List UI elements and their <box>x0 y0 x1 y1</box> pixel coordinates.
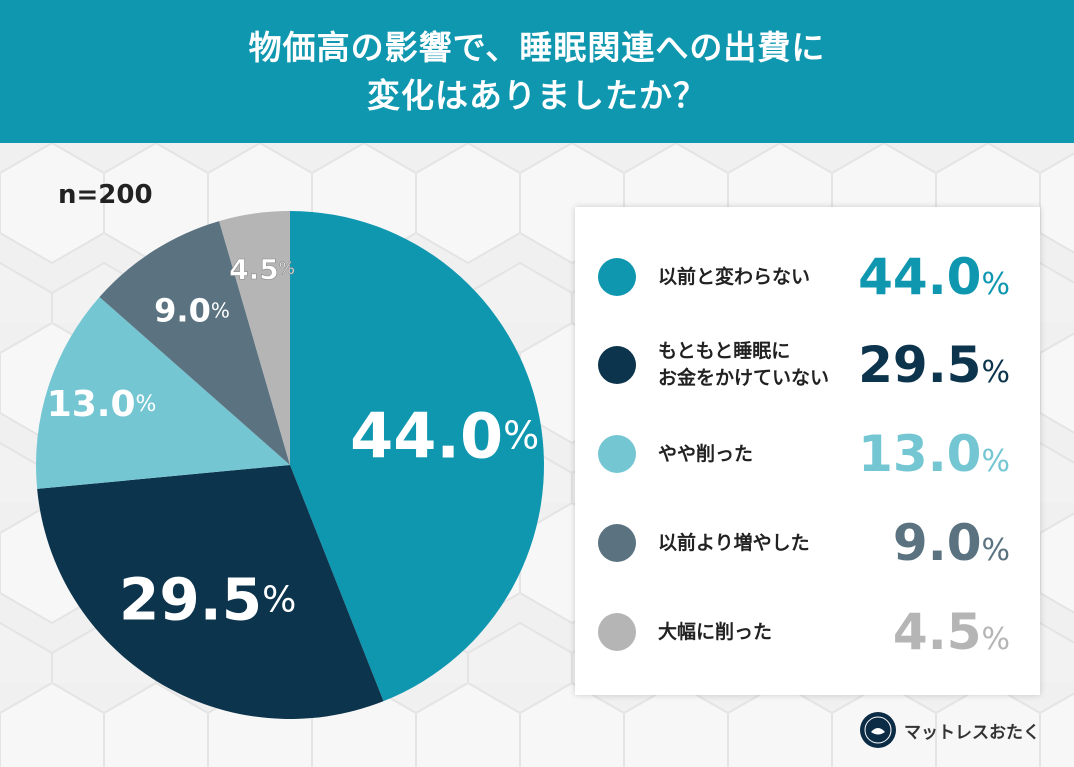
legend-label: やや削った <box>658 443 754 465</box>
pie-slice-label-5: 4.5% <box>229 252 295 285</box>
legend-value-number: 9.0 <box>892 514 982 572</box>
legend-label: 以前と変わらない <box>658 266 811 288</box>
legend-swatch <box>598 613 636 651</box>
pie-slice-1 <box>290 211 544 702</box>
legend-swatch <box>598 435 636 473</box>
chart-title-banner: 物価高の影響で、睡眠関連への出費に 変化はありましたか？ <box>0 0 1074 143</box>
pie-slice-5 <box>219 211 290 465</box>
pie-slice-4 <box>99 221 290 465</box>
legend-value-unit: % <box>981 533 1010 568</box>
legend-item: やや削った 13.0% <box>575 414 1040 494</box>
legend-value-number: 13.0 <box>858 425 982 483</box>
legend-label: 大幅に削った <box>658 621 773 643</box>
legend-value-number: 29.5 <box>858 336 982 394</box>
legend-value-number: 4.5 <box>892 603 982 661</box>
legend-item: 以前より増やした 9.0% <box>575 503 1040 583</box>
legend-panel: 以前と変わらない 44.0% もともと睡眠に お金をかけていない 29.5% やや削った… <box>575 207 1040 695</box>
legend-value-unit: % <box>981 355 1010 390</box>
legend-value: 13.0% <box>858 424 1010 492</box>
legend-item: 以前と変わらない 44.0% <box>575 237 1040 317</box>
legend-label: 以前より増やした <box>658 532 810 554</box>
legend-swatch <box>598 346 636 384</box>
legend-value-unit: % <box>981 444 1010 479</box>
legend-item: もともと睡眠に お金をかけていない 29.5% <box>575 325 1040 405</box>
legend-value: 4.5% <box>893 602 1010 670</box>
chart-title-line-1: 物価高の影響で、睡眠関連への出費に <box>248 27 826 67</box>
legend-swatch <box>598 524 636 562</box>
pie-slice-label-4: 9.0% <box>154 292 230 330</box>
legend-value: 29.5% <box>858 335 1010 403</box>
pie-slice-2 <box>37 465 384 719</box>
legend-value: 9.0% <box>893 513 1010 581</box>
pie-chart: 44.0% 29.5% 13.0% 9.0% 4.5% <box>36 211 544 719</box>
pie-slice-label-1: 44.0% <box>350 399 539 472</box>
pie-slice-label-2: 29.5% <box>119 565 296 633</box>
brand-name: マットレスおたく <box>904 722 1040 743</box>
legend-value-number: 44.0 <box>858 248 982 306</box>
legend-label: もともと睡眠に お金をかけていない <box>658 340 830 389</box>
legend-swatch <box>598 258 636 296</box>
pie-slice-3 <box>36 297 291 489</box>
brand-footer: マットレスおたく <box>860 712 1040 748</box>
brand-logo-icon <box>860 712 896 748</box>
legend-item: 大幅に削った 4.5% <box>575 592 1040 672</box>
chart-title-line-2: 変化はありましたか？ <box>367 75 707 115</box>
legend-value-unit: % <box>981 622 1010 657</box>
pie-slice-label-3: 13.0% <box>47 383 157 424</box>
sample-size-label: n=200 <box>58 180 153 210</box>
legend-value-unit: % <box>981 267 1010 302</box>
legend-value: 44.0% <box>858 247 1010 315</box>
